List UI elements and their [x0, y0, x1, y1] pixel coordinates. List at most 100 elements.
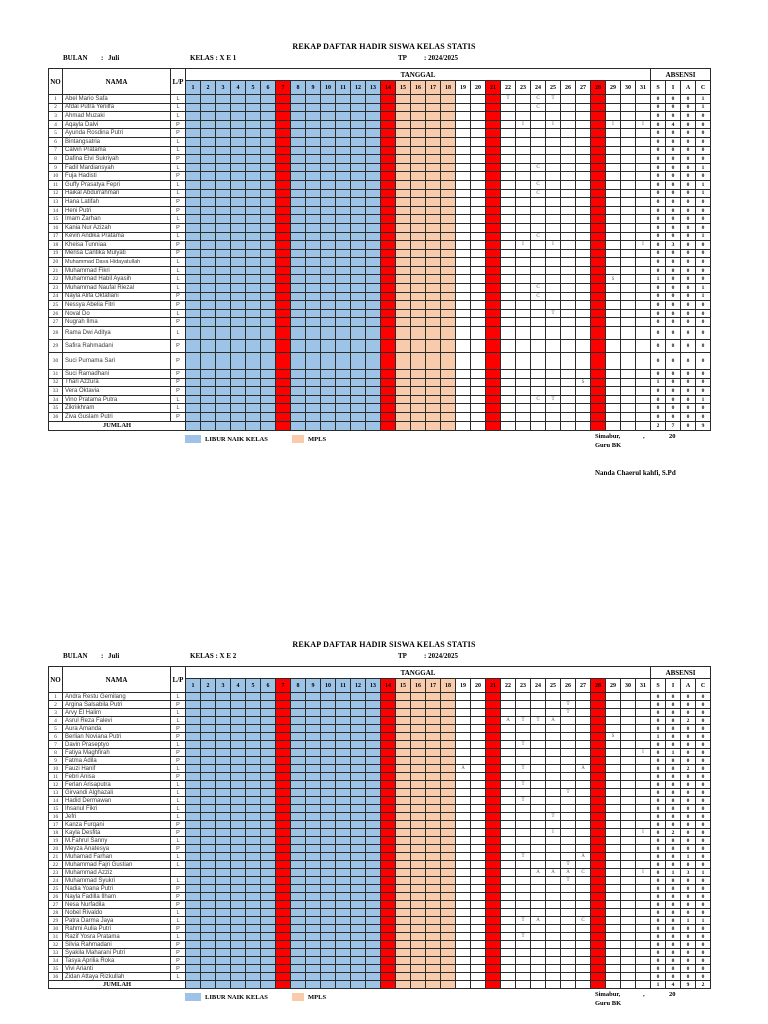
day-cell [380, 716, 396, 725]
absensi-col-header: S [650, 678, 667, 693]
day-cell [260, 420, 276, 431]
day-cell [455, 274, 471, 285]
day-cell [620, 188, 636, 199]
student-row: 21 Muhammad Fikri L 0 0 0 0 [48, 265, 712, 276]
absensi-total-i: 0 [665, 300, 682, 310]
day-cell [290, 836, 306, 845]
day-cell [185, 788, 201, 797]
day-cell [500, 231, 516, 242]
day-cell [500, 772, 516, 781]
absensi-total-i: 0 [665, 740, 682, 749]
day-cell [560, 748, 576, 757]
day-cell [290, 724, 306, 733]
day-cell [605, 860, 621, 869]
day-cell [410, 145, 426, 156]
day-cell [335, 136, 351, 147]
day-cell [440, 352, 456, 371]
day-cell [200, 964, 216, 973]
day-cell [230, 403, 246, 413]
day-cell [320, 231, 336, 242]
day-cell [545, 403, 561, 413]
day-cell [185, 145, 201, 156]
day-cell [275, 868, 291, 877]
day-cell [515, 94, 531, 104]
day-cell [335, 724, 351, 733]
day-cell [440, 128, 456, 138]
day-cell [230, 852, 246, 861]
day-cell [485, 231, 501, 242]
day-cell [350, 836, 366, 845]
day-cell [634, 248, 652, 259]
day-cell [320, 154, 336, 164]
day-cell [380, 369, 396, 379]
day-cell [215, 119, 231, 130]
day-cell [230, 900, 246, 909]
absensi-total-s: 0 [650, 162, 667, 173]
absensi-total-i: 0 [665, 265, 682, 276]
day-cell [245, 732, 261, 741]
absensi-total-s: 0 [650, 339, 667, 354]
day-cell [485, 692, 501, 701]
day-cell [515, 732, 531, 741]
absensi-total-s: 0 [650, 214, 667, 224]
day-cell [200, 317, 216, 328]
day-cell [500, 119, 516, 130]
student-no: 20 [48, 844, 63, 853]
day-cell [185, 317, 201, 328]
day-cell [200, 948, 216, 957]
day-cell [215, 162, 231, 173]
student-row: 25 Nadia Yoana Putri P 0 0 0 0 [48, 884, 712, 893]
day-cell [455, 932, 471, 941]
student-name: Haikal Abdurrahman [62, 188, 171, 199]
absensi-total-a: 0 [680, 136, 697, 147]
absensi-total-a: 0 [680, 231, 697, 242]
student-row: 24 Nayla Alifa Oktafiani P C 0 0 0 1 [48, 291, 712, 302]
day-cell [485, 94, 501, 104]
day-cell [530, 844, 546, 853]
day-cell [500, 136, 516, 147]
student-gender: P [170, 724, 186, 733]
day-cell [215, 812, 231, 821]
day-cell [545, 154, 561, 164]
day-cell [545, 852, 561, 861]
day-cell [230, 772, 246, 781]
day-cell [470, 764, 486, 773]
day-cell [410, 724, 426, 733]
day-cell [605, 111, 621, 121]
absensi-total-i: 0 [665, 291, 682, 302]
day-cell [515, 248, 531, 259]
absensi-total-c: 0 [695, 860, 712, 869]
student-name: Febri Anisa [62, 772, 171, 781]
day-cell [455, 403, 471, 413]
day-cell [260, 884, 276, 893]
day-cell [515, 836, 531, 845]
student-gender: L [170, 796, 186, 805]
day-cell [290, 136, 306, 147]
day-cell [215, 102, 231, 113]
day-cell [365, 860, 381, 869]
student-name: Muhammad Syukri [62, 876, 171, 885]
day-cell [440, 111, 456, 121]
day-cell [425, 764, 441, 773]
day-cell [230, 812, 246, 821]
day-cell [634, 377, 652, 388]
day-cell [605, 377, 621, 388]
day-cell [575, 274, 591, 285]
day-cell [290, 386, 306, 396]
day-cell [500, 916, 516, 925]
day-cell [185, 892, 201, 901]
day-cell [185, 377, 201, 388]
day-cell [530, 740, 546, 749]
sheet-meta: BULAN: Juli KELAS : X E 2 TP: 2024/2025 [0, 652, 768, 664]
absensi-total-s: 0 [650, 908, 667, 917]
day-cell [500, 900, 516, 909]
day-cell [380, 852, 396, 861]
day-cell [500, 884, 516, 893]
day-cell [380, 412, 396, 422]
student-row: 31 Suci Ramadhani P 0 0 0 0 [48, 369, 712, 379]
day-cell [200, 820, 216, 829]
day-cell [245, 708, 261, 717]
day-cell [560, 740, 576, 749]
day-cell [335, 308, 351, 319]
day-cell [470, 772, 486, 781]
